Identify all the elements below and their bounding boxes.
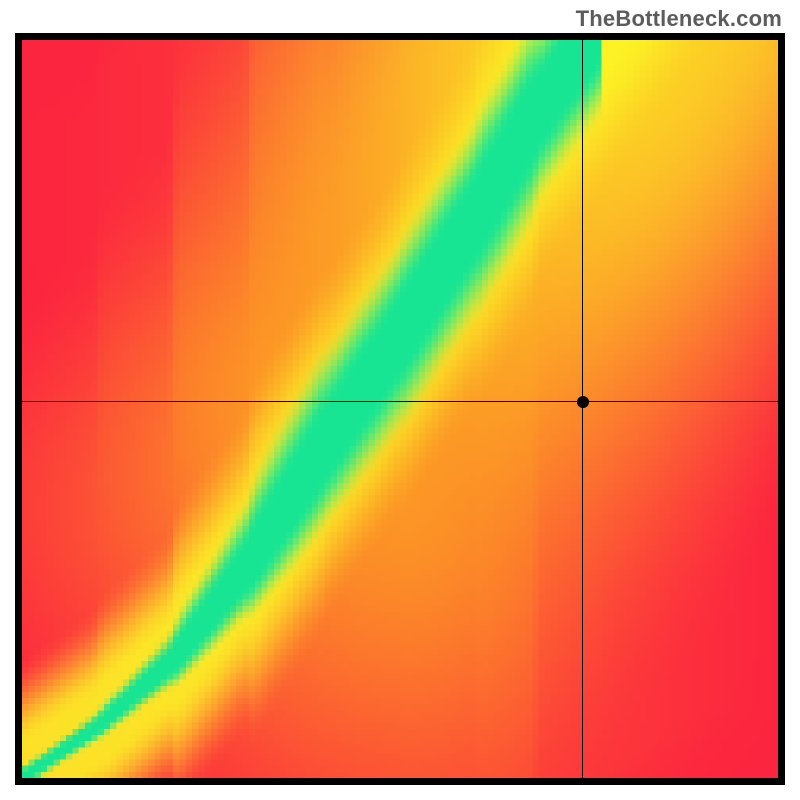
heatmap-canvas xyxy=(22,40,778,778)
attribution-label: TheBottleneck.com xyxy=(576,6,782,32)
chart-container: TheBottleneck.com xyxy=(0,0,800,800)
crosshair-vertical xyxy=(582,40,583,778)
crosshair-marker xyxy=(577,396,589,408)
crosshair-horizontal xyxy=(22,401,778,402)
